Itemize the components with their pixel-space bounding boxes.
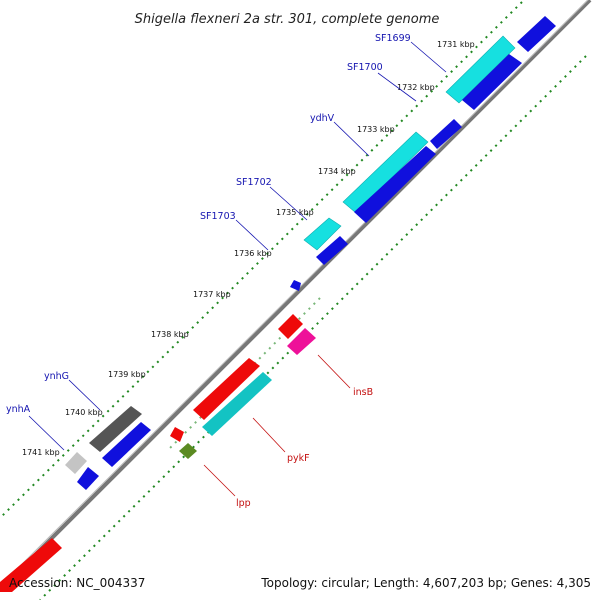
gene-lpp[interactable]: [170, 427, 184, 442]
gene-insb-a[interactable]: [278, 314, 303, 339]
tick-label-1733: 1733 kbp: [357, 125, 395, 134]
gene-ynha[interactable]: [65, 452, 87, 474]
leader-sf1699: [410, 41, 447, 73]
leader-sf1703: [235, 219, 269, 251]
gene-pykf[interactable]: [202, 372, 272, 436]
gene-sf1699[interactable]: [445, 35, 516, 104]
gene-sf1700-partner[interactable]: [462, 54, 522, 110]
leader-pykf: [252, 417, 286, 453]
gene-ydhv-partner[interactable]: [430, 119, 462, 149]
label-insb: insB: [353, 387, 373, 398]
map-title: Shigella flexneri 2a str. 301, complete …: [135, 12, 440, 27]
genes-lower: [0, 314, 316, 592]
label-sf1703: SF1703: [200, 211, 236, 222]
leader-ydhv: [333, 121, 370, 157]
tick-label-1732: 1732 kbp: [397, 83, 435, 92]
tick-labels: 1731 kbp 1732 kbp 1733 kbp 1734 kbp 1735…: [22, 40, 475, 457]
label-ynhg: ynhG: [44, 371, 69, 382]
outer-guide-line: [1, 1, 523, 517]
tick-label-1731: 1731 kbp: [437, 40, 475, 49]
gene-ydhv-lower[interactable]: [354, 146, 436, 223]
gene-sf1702[interactable]: [303, 217, 342, 251]
tick-label-1741: 1741 kbp: [22, 448, 60, 457]
label-sf1700: SF1700: [347, 62, 383, 73]
leader-lpp: [203, 464, 236, 497]
label-ynha: ynhA: [6, 404, 31, 415]
tick-label-1739: 1739 kbp: [108, 370, 146, 379]
genes-upper: [65, 16, 556, 490]
tick-label-1737: 1737 kbp: [193, 290, 231, 299]
leader-insb: [317, 354, 351, 389]
gene-lpp-olive[interactable]: [179, 443, 197, 459]
gene-small-blue[interactable]: [290, 280, 301, 291]
gene-insb-b[interactable]: [287, 328, 316, 355]
genome-backbone-highlight: [0, 0, 589, 587]
accession-text: Accession: NC_004337: [9, 576, 145, 590]
gene-sf1699-partner[interactable]: [517, 16, 556, 52]
gene-sf1703-partner[interactable]: [316, 236, 348, 265]
leader-sf1700: [377, 72, 417, 102]
gene-labels: SF1699 SF1700 ydhV SF1702 SF1703 ynhG yn…: [6, 33, 447, 509]
leader-ynhg: [68, 379, 101, 411]
label-sf1699: SF1699: [375, 33, 411, 44]
leader-sf1702: [269, 186, 308, 221]
inner-guide-line: [39, 55, 587, 600]
label-lpp: lpp: [236, 498, 251, 509]
gene-ynhg-partner[interactable]: [102, 422, 151, 467]
label-sf1702: SF1702: [236, 177, 272, 188]
tick-label-1734: 1734 kbp: [318, 167, 356, 176]
label-ydhv: ydhV: [310, 113, 335, 124]
gene-ynhg[interactable]: [89, 406, 142, 452]
tick-label-1736: 1736 kbp: [234, 249, 272, 258]
gene-ynha-partner[interactable]: [77, 467, 99, 490]
gene-bottom-left[interactable]: [0, 538, 62, 592]
leader-ynha: [28, 415, 65, 451]
tick-label-1738: 1738 kbp: [151, 330, 189, 339]
gene-pykf-red[interactable]: [193, 358, 260, 420]
genome-summary-text: Topology: circular; Length: 4,607,203 bp…: [260, 576, 591, 590]
genome-backbone: [0, 0, 592, 592]
label-pykf: pykF: [287, 453, 310, 464]
tick-label-1740: 1740 kbp: [65, 408, 103, 417]
tick-label-1735: 1735 kbp: [276, 208, 314, 217]
